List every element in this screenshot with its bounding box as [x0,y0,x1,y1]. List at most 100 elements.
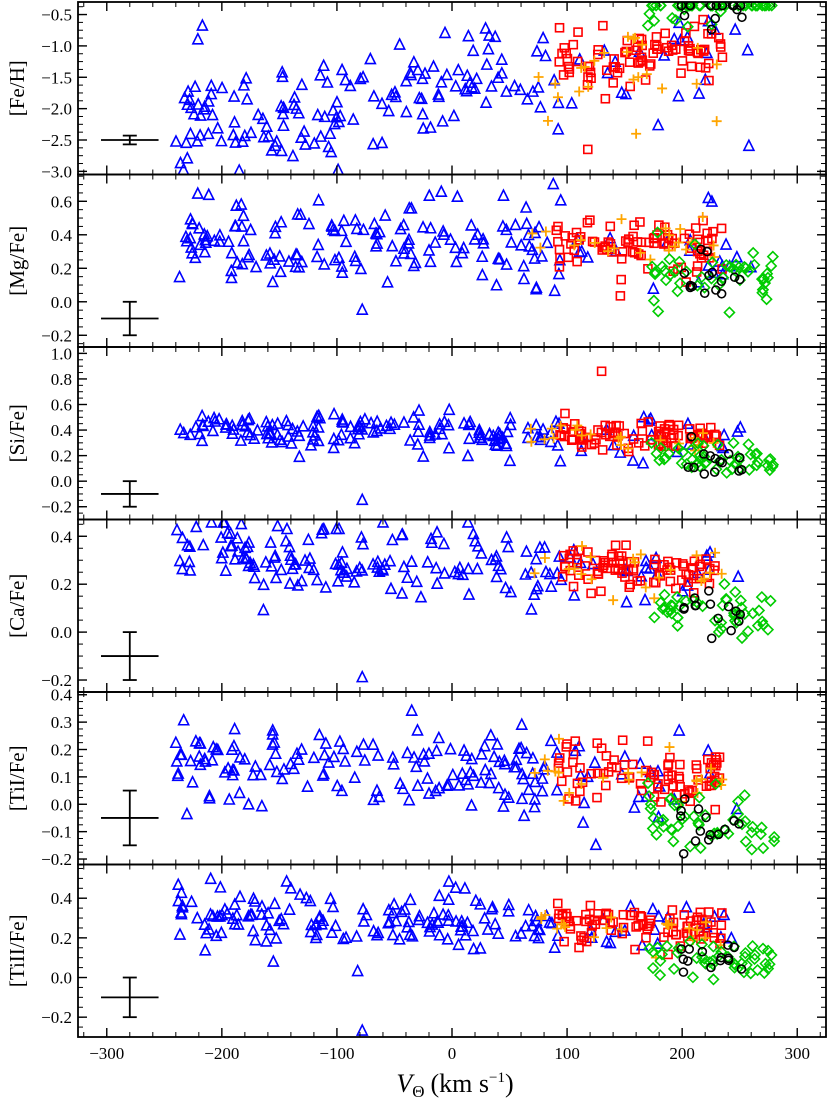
triangles-point [308,428,322,441]
triangles-point [435,74,448,88]
squares-point [559,43,570,53]
triangles-point [536,771,549,784]
plus-point [583,81,594,92]
plus-point [552,923,563,934]
y-tick-label: −0.2 [41,671,72,690]
squares-point [617,247,628,257]
squares-point [717,908,727,918]
plus-point [540,226,551,237]
triangles-point [543,566,557,580]
diamonds-point [680,457,693,471]
squares-point [556,776,567,787]
squares-point [676,68,686,78]
squares-point [560,231,571,241]
x-tick-label: 200 [669,1044,695,1063]
squares-point [605,221,616,232]
triangles-point [314,68,327,81]
triangles-point [215,925,228,939]
plus-point [697,212,708,223]
squares-point [679,36,690,47]
squares-point [582,217,593,228]
errorbar [101,480,159,508]
triangles-point [393,37,406,50]
triangles-point [191,186,205,199]
triangles-point [324,891,337,905]
plus-point [692,42,703,53]
diamonds-point [757,618,770,631]
circles-point [676,805,686,816]
triangles-point [335,427,348,441]
squares-point [576,931,586,941]
triangles-point [260,414,273,428]
triangles-point [432,730,446,744]
triangles-point [199,925,213,939]
triangles-point [485,79,498,92]
diamonds-point [724,454,737,467]
triangles-point [367,792,380,806]
plus-point [601,923,612,934]
diamonds-point [681,20,694,33]
squares-point [628,231,638,242]
squares-point [554,57,565,67]
triangles-point [385,238,399,252]
triangles-point [421,771,434,784]
diamonds-point [684,840,697,853]
triangles-point [548,940,561,953]
triangles-point [169,134,183,147]
triangles-point [416,106,430,120]
triangles-point [229,219,242,232]
diamonds-point [768,830,781,844]
diamonds-point [757,272,770,286]
circles-point [702,246,712,257]
plus-point [598,772,609,783]
x-tick-label: 300 [784,1044,810,1063]
squares-point [680,788,690,799]
squares-point [593,49,603,60]
triangles-point [416,449,430,462]
diamonds-point [672,942,685,955]
triangles-point [437,536,451,550]
triangles-point [423,424,437,438]
plus-point [548,432,559,443]
triangles-point [383,914,396,928]
triangles-point [383,421,397,435]
diamonds-point [748,952,761,966]
triangles-point [296,419,310,432]
diamonds-point [720,466,733,479]
triangles-point [218,765,232,778]
triangles-point [742,900,756,913]
triangles-point [532,930,545,944]
plus-point [586,574,597,585]
squares-point [633,920,644,931]
triangles-point [437,227,451,240]
triangles-point [479,21,492,34]
squares-point [683,921,693,932]
squares-point [586,768,597,779]
y-tick-label: 0.2 [51,929,72,948]
triangles-point [337,213,351,227]
diamonds-point [739,835,752,848]
triangles-point [448,564,462,578]
triangles-point [728,22,742,35]
panels-layer: −3.0 −2.5 −2.0 −1.5 −1.0 −0.5 [Fe/H] −0.2 0.0 0.2… [5,1,827,1063]
triangles-point [358,753,372,766]
plus-point [535,242,546,253]
triangles-point [211,742,225,756]
circles-point [690,836,701,846]
triangles-point [205,753,219,766]
triangles-point [407,258,421,272]
triangles-point [438,566,451,579]
triangles-point [502,897,516,911]
triangles-point [329,521,343,535]
triangles-point [635,937,649,951]
plus-point [663,245,674,256]
triangles-point [530,913,543,927]
plus-point [664,742,675,753]
triangles-point [536,783,549,797]
plus-point [623,443,634,454]
squares-point [554,753,565,763]
triangles-point [271,427,284,441]
plus-point [636,767,647,778]
plus-point [696,774,707,785]
plus-point [621,46,632,57]
